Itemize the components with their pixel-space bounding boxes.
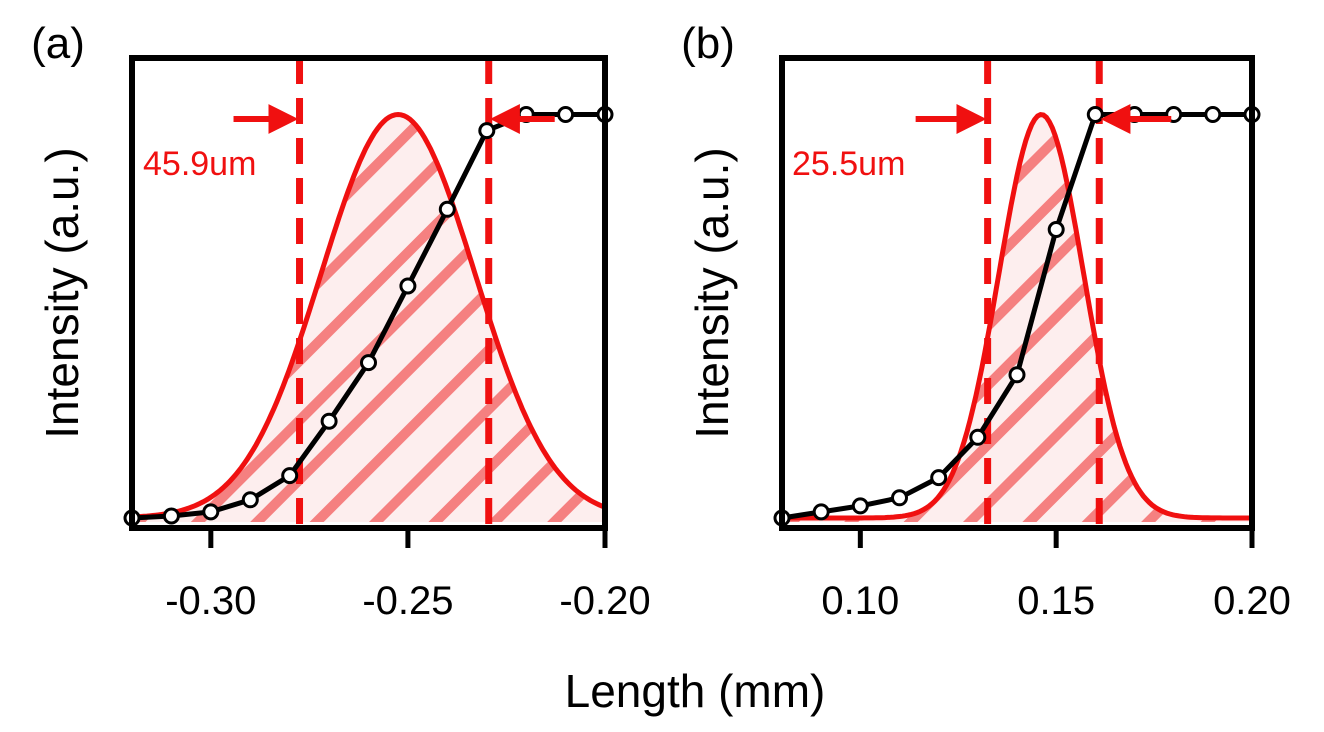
width-annotation: 45.9um xyxy=(143,145,256,183)
x-tick-label: -0.30 xyxy=(165,579,256,623)
y-axis-title: Intensity (a.u.) xyxy=(686,147,738,438)
edge-profile-point xyxy=(812,503,830,521)
panel-label: (b) xyxy=(681,19,735,68)
edge-profile-point xyxy=(891,489,908,507)
panel-label: (a) xyxy=(31,19,85,68)
panel-a: -0.30 -0.25 -0.20 Intensity (a.u.) (a) 45.9um xyxy=(31,19,650,623)
y-axis-title: Intensity (a.u.) xyxy=(36,147,88,438)
x-tick-label: 0.15 xyxy=(1017,579,1095,623)
x-tick-label: -0.25 xyxy=(362,579,453,623)
plot-frame xyxy=(129,55,608,531)
edge-profile-point xyxy=(202,503,220,521)
edge-profile-point xyxy=(399,277,417,295)
edge-profile-point xyxy=(478,122,496,140)
edge-profile-point xyxy=(241,491,259,509)
edge-profile-point xyxy=(557,106,575,123)
x-axis-title: Length (mm) xyxy=(565,665,826,717)
lsf-hatched-area xyxy=(782,114,1252,522)
lsf-curve xyxy=(132,111,605,520)
edge-profile-point xyxy=(851,497,869,515)
edge-profile-point xyxy=(1204,106,1222,123)
width-annotation: 25.5um xyxy=(792,145,905,183)
edge-profile-point xyxy=(320,412,338,430)
panel-b: 0.10 0.15 0.20 Intensity (a.u.) (b) 25.5um xyxy=(681,19,1291,623)
x-tick-label: 0.20 xyxy=(1213,579,1291,623)
plot-frame xyxy=(779,55,1255,531)
lsf-curve xyxy=(782,112,1252,521)
x-tick-label: -0.20 xyxy=(559,579,650,623)
edge-profile-point xyxy=(360,354,377,372)
edge-profile-point xyxy=(1047,221,1065,238)
edge-profile-point xyxy=(969,428,987,446)
edge-profile-point xyxy=(438,200,456,218)
edge-profile-point xyxy=(162,507,180,525)
x-tick-label: 0.10 xyxy=(821,579,899,623)
edge-profile-point xyxy=(1086,106,1104,123)
edge-profile-point xyxy=(281,467,299,485)
edge-profile-point xyxy=(1008,366,1026,384)
edge-profile-point xyxy=(930,469,948,487)
